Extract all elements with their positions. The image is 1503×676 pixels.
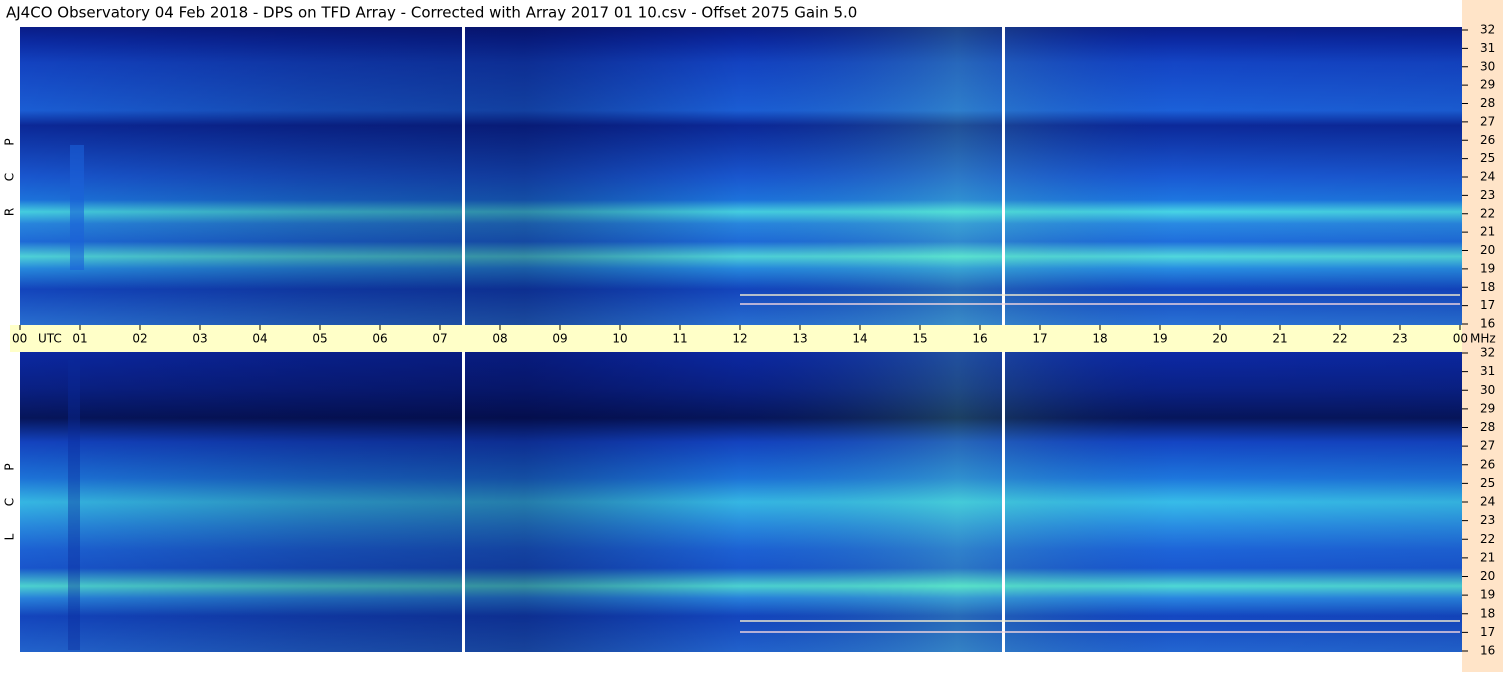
time-label: 23 <box>1392 332 1407 346</box>
freq-label: 22 <box>1480 532 1495 546</box>
time-label: 14 <box>852 332 867 346</box>
freq-label: 18 <box>1480 606 1495 620</box>
interference <box>740 620 1460 622</box>
time-label: 13 <box>792 332 807 346</box>
gap-line <box>462 27 465 325</box>
time-label: 04 <box>252 332 267 346</box>
freq-label: 22 <box>1480 206 1495 220</box>
freq-label: 28 <box>1480 420 1495 434</box>
freq-label: 27 <box>1480 439 1495 453</box>
freq-unit: MHz <box>1470 332 1496 346</box>
time-label: 11 <box>672 332 687 346</box>
freq-label: 30 <box>1480 383 1495 397</box>
lcp-shade <box>20 352 1462 652</box>
freq-label: 32 <box>1480 346 1495 360</box>
freq-label: 17 <box>1480 625 1495 639</box>
side-label: L <box>3 533 17 540</box>
freq-label: 25 <box>1480 476 1495 490</box>
freq-label: 18 <box>1480 280 1495 294</box>
time-label: 00 <box>12 332 27 346</box>
freq-label: 27 <box>1480 114 1495 128</box>
freq-label: 21 <box>1480 225 1495 239</box>
time-label: 03 <box>192 332 207 346</box>
freq-label: 31 <box>1480 364 1495 378</box>
time-label: 18 <box>1092 332 1107 346</box>
side-label: P <box>3 138 17 145</box>
gap-line <box>1002 352 1005 652</box>
time-label: 08 <box>492 332 507 346</box>
freq-label: 29 <box>1480 401 1495 415</box>
freq-axis-strip <box>1462 0 1503 672</box>
time-label: 20 <box>1212 332 1227 346</box>
time-label: 19 <box>1152 332 1167 346</box>
gap-line <box>1002 27 1005 325</box>
freq-label: 19 <box>1480 261 1495 275</box>
time-label: 00 <box>1453 332 1468 346</box>
side-label: C <box>3 498 17 506</box>
time-label: 02 <box>132 332 147 346</box>
freq-label: 16 <box>1480 317 1495 331</box>
side-label: P <box>3 463 17 470</box>
freq-label: 23 <box>1480 513 1495 527</box>
time-label: 10 <box>612 332 627 346</box>
stripe <box>70 145 84 270</box>
freq-label: 29 <box>1480 78 1495 92</box>
time-label: 17 <box>1032 332 1047 346</box>
interference <box>740 303 1460 305</box>
rcp-shade <box>20 27 1462 325</box>
interference <box>740 631 1460 633</box>
freq-label: 16 <box>1480 644 1495 658</box>
freq-label: 25 <box>1480 151 1495 165</box>
freq-label: 30 <box>1480 59 1495 73</box>
time-label: 22 <box>1332 332 1347 346</box>
time-label: 06 <box>372 332 387 346</box>
freq-label: 24 <box>1480 495 1495 509</box>
time-label: 15 <box>912 332 927 346</box>
freq-label: 26 <box>1480 133 1495 147</box>
stripe <box>68 360 80 650</box>
time-label: 09 <box>552 332 567 346</box>
side-label: R <box>3 208 17 216</box>
freq-label: 28 <box>1480 96 1495 110</box>
time-label: 07 <box>432 332 447 346</box>
time-label: 12 <box>732 332 747 346</box>
freq-label: 32 <box>1480 23 1495 37</box>
freq-label: 21 <box>1480 550 1495 564</box>
time-label: 16 <box>972 332 987 346</box>
interference <box>740 294 1460 296</box>
time-label: 05 <box>312 332 327 346</box>
time-unit: UTC <box>38 332 62 346</box>
freq-label: 20 <box>1480 569 1495 583</box>
freq-label: 17 <box>1480 298 1495 312</box>
gap-line <box>462 352 465 652</box>
time-label: 21 <box>1272 332 1287 346</box>
freq-label: 31 <box>1480 41 1495 55</box>
freq-label: 26 <box>1480 457 1495 471</box>
overlays <box>68 27 1460 652</box>
freq-label: 20 <box>1480 243 1495 257</box>
freq-label: 24 <box>1480 170 1495 184</box>
freq-label: 19 <box>1480 588 1495 602</box>
time-label: 01 <box>72 332 87 346</box>
title: AJ4CO Observatory 04 Feb 2018 - DPS on T… <box>6 4 857 22</box>
freq-label: 23 <box>1480 188 1495 202</box>
side-label: C <box>3 173 17 181</box>
